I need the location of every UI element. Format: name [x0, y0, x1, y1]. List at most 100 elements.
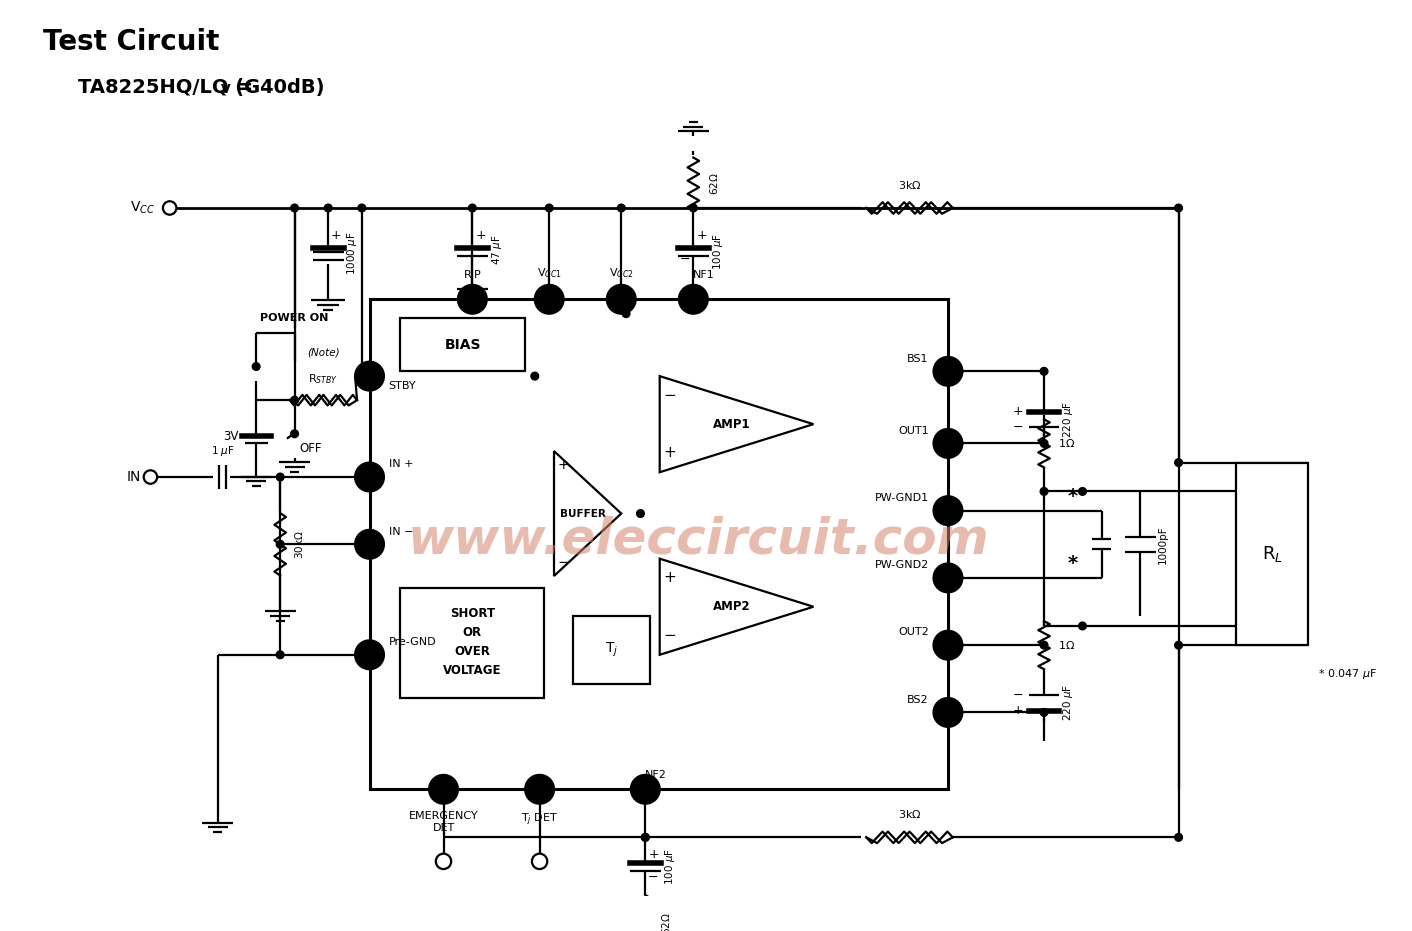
Text: OUT2: OUT2 — [898, 627, 929, 638]
Text: 30k$\Omega$: 30k$\Omega$ — [292, 530, 305, 559]
Circle shape — [291, 397, 298, 404]
Text: +: + — [1012, 704, 1022, 717]
Circle shape — [469, 204, 476, 212]
Circle shape — [641, 833, 650, 842]
Text: 1000pF: 1000pF — [1158, 525, 1168, 563]
Circle shape — [1175, 833, 1182, 842]
Text: 100 $\mu$F: 100 $\mu$F — [662, 847, 676, 884]
Text: −: − — [664, 388, 676, 403]
Polygon shape — [659, 559, 813, 654]
Polygon shape — [659, 376, 813, 472]
Text: 1: 1 — [366, 370, 374, 383]
Text: AMP1: AMP1 — [713, 418, 751, 431]
Circle shape — [253, 363, 260, 371]
Circle shape — [545, 204, 554, 212]
Text: 3k$\Omega$: 3k$\Omega$ — [898, 179, 921, 191]
Text: PW-GND2: PW-GND2 — [874, 560, 929, 570]
Text: 5: 5 — [366, 648, 374, 661]
Text: 1000 $\mu$F: 1000 $\mu$F — [346, 231, 360, 275]
Text: 11: 11 — [939, 437, 957, 450]
Text: www.eleccircuit.com: www.eleccircuit.com — [407, 516, 988, 563]
Text: POWER ON: POWER ON — [260, 313, 329, 323]
Circle shape — [933, 357, 963, 385]
Text: BS1: BS1 — [908, 354, 929, 364]
Text: T$_j$ DET: T$_j$ DET — [521, 812, 558, 828]
Circle shape — [1175, 204, 1182, 212]
Circle shape — [607, 285, 635, 314]
Text: 47 $\mu$F: 47 $\mu$F — [490, 234, 504, 264]
Text: 13: 13 — [939, 505, 957, 517]
Circle shape — [623, 310, 630, 317]
Text: −: − — [648, 871, 658, 884]
Text: Test Circuit: Test Circuit — [42, 28, 219, 56]
Circle shape — [1041, 488, 1048, 495]
Text: +: + — [1012, 405, 1022, 418]
Circle shape — [1041, 641, 1048, 649]
Circle shape — [933, 563, 963, 592]
Circle shape — [1079, 488, 1086, 495]
Text: 10: 10 — [541, 292, 558, 305]
Text: R$_L$: R$_L$ — [1262, 544, 1282, 564]
Text: OFF: OFF — [299, 441, 322, 454]
Text: 12: 12 — [939, 365, 957, 378]
Circle shape — [457, 285, 487, 314]
Text: R$_{STBY}$: R$_{STBY}$ — [308, 372, 339, 385]
Text: *: * — [1067, 554, 1079, 573]
Circle shape — [291, 204, 298, 212]
Circle shape — [359, 204, 366, 212]
Circle shape — [641, 833, 650, 842]
Circle shape — [1041, 368, 1048, 375]
Circle shape — [933, 496, 963, 525]
Text: OUT1: OUT1 — [898, 425, 929, 436]
Text: Pre-GND: Pre-GND — [388, 637, 436, 647]
Circle shape — [429, 775, 457, 803]
Circle shape — [1175, 641, 1182, 649]
Text: T$_j$: T$_j$ — [604, 641, 618, 659]
Text: STBY: STBY — [388, 381, 417, 391]
Text: 4: 4 — [366, 470, 374, 483]
Text: AMP2: AMP2 — [713, 600, 751, 614]
Text: IN −: IN − — [388, 527, 414, 536]
Text: 2: 2 — [535, 783, 544, 796]
Circle shape — [631, 775, 659, 803]
Text: OVER: OVER — [455, 645, 490, 658]
Text: * 0.047 $\mu$F: * 0.047 $\mu$F — [1317, 667, 1377, 681]
Text: 8: 8 — [439, 783, 448, 796]
Bar — [573, 616, 650, 683]
Text: 1$\Omega$: 1$\Omega$ — [1059, 438, 1076, 450]
Text: = 40dB): = 40dB) — [230, 78, 325, 97]
Text: BUFFER: BUFFER — [561, 508, 606, 519]
Circle shape — [617, 204, 626, 212]
Text: +: + — [558, 457, 569, 471]
Text: PW-GND1: PW-GND1 — [874, 492, 929, 503]
Text: 17: 17 — [613, 292, 630, 305]
Text: +: + — [330, 229, 342, 242]
Text: 3V: 3V — [223, 430, 239, 443]
Text: +: + — [648, 848, 659, 861]
Circle shape — [277, 540, 284, 548]
Text: +: + — [696, 229, 707, 242]
Circle shape — [689, 204, 698, 212]
Text: 15: 15 — [939, 706, 957, 719]
Text: OR: OR — [463, 626, 481, 639]
Text: +: + — [664, 571, 676, 586]
Circle shape — [277, 473, 284, 481]
Bar — [400, 587, 545, 698]
Text: 1$\Omega$: 1$\Omega$ — [1059, 640, 1076, 651]
Text: 100 $\mu$F: 100 $\mu$F — [710, 233, 724, 270]
Text: 7: 7 — [689, 292, 698, 305]
Circle shape — [1175, 459, 1182, 466]
Text: −: − — [558, 555, 570, 570]
Text: −: − — [664, 628, 676, 643]
Text: RIP: RIP — [463, 270, 481, 280]
Text: *: * — [1067, 487, 1079, 506]
Text: EMERGENCY
DET: EMERGENCY DET — [408, 812, 479, 833]
Circle shape — [679, 285, 707, 314]
Text: −: − — [681, 253, 690, 266]
Circle shape — [354, 463, 384, 492]
Circle shape — [1041, 708, 1048, 716]
Bar — [370, 299, 947, 789]
Text: 62$\Omega$: 62$\Omega$ — [659, 912, 672, 931]
Text: VOLTAGE: VOLTAGE — [443, 665, 501, 678]
Circle shape — [354, 641, 384, 669]
